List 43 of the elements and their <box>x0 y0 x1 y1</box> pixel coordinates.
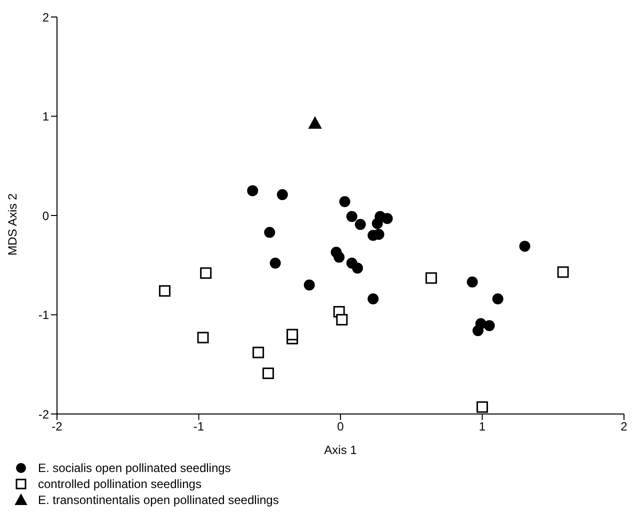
point <box>382 212 393 224</box>
point <box>425 272 437 284</box>
point <box>476 401 488 413</box>
x-tick-label: 1 <box>478 420 486 434</box>
y-tick-label: 2 <box>42 10 50 24</box>
x-tick-label: -2 <box>52 420 63 434</box>
x-tick-label: -1 <box>193 420 204 434</box>
point <box>286 328 298 340</box>
point <box>352 262 364 274</box>
point <box>557 266 569 278</box>
point <box>354 218 366 230</box>
y-tick-label: 1 <box>42 110 50 124</box>
point <box>158 285 170 297</box>
point <box>252 346 264 358</box>
legend-label: E. transontinentalis open pollinated seedlings <box>38 493 279 507</box>
point <box>197 332 209 344</box>
point <box>368 293 379 304</box>
point <box>264 226 276 238</box>
x-axis-title: Axis 1 <box>324 443 358 457</box>
point <box>276 189 288 200</box>
point <box>270 258 281 269</box>
point <box>519 240 530 252</box>
x-tick-label: 0 <box>337 420 344 434</box>
legend-label: controlled pollination seedlings <box>38 477 202 491</box>
point <box>346 210 358 222</box>
point <box>262 368 274 380</box>
point <box>466 276 478 288</box>
legend-label: E. socialis open pollinated seedlings <box>38 461 231 475</box>
point <box>200 267 212 279</box>
point <box>336 314 348 326</box>
y-tick-label: -2 <box>38 407 50 422</box>
y-axis-title: MDS Axis 2 <box>5 193 20 256</box>
point <box>484 320 495 332</box>
point <box>247 185 258 196</box>
point <box>472 325 484 336</box>
point <box>308 116 322 129</box>
point <box>334 252 345 263</box>
y-tick-label: 0 <box>42 208 50 223</box>
point <box>339 196 350 208</box>
point <box>304 279 315 290</box>
x-tick-label: 2 <box>620 420 628 434</box>
y-tick-label: -1 <box>38 308 50 322</box>
point <box>492 293 504 304</box>
